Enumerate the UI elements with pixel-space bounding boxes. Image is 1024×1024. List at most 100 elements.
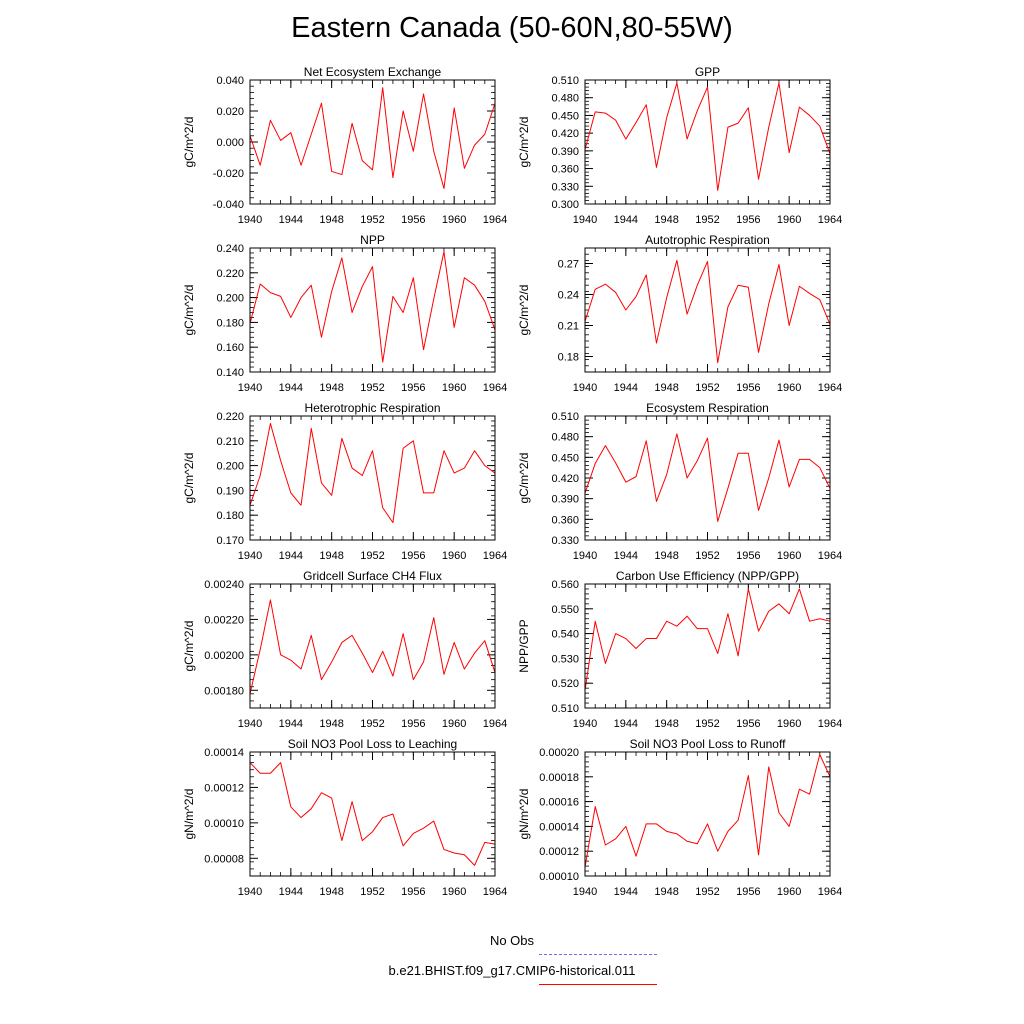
y-tick-label: 0.040 xyxy=(216,75,244,87)
y-tick-label: 0.00012 xyxy=(204,782,244,794)
series-line-0 xyxy=(584,82,831,191)
x-tick-label: 1964 xyxy=(483,382,507,394)
plot-frame xyxy=(584,415,831,541)
plot-frame xyxy=(249,751,496,877)
y-axis-label: gN/m^2/d xyxy=(517,789,531,840)
x-tick-label: 1960 xyxy=(777,886,801,898)
x-tick-label: 1948 xyxy=(319,382,343,394)
y-tick-label: 0.21 xyxy=(558,321,579,333)
x-tick-label: 1956 xyxy=(401,214,425,226)
x-tick-label: 1952 xyxy=(360,382,384,394)
x-tick-label: 1948 xyxy=(319,550,343,562)
y-tick-label: 0.550 xyxy=(551,604,579,616)
series-line-0 xyxy=(249,87,496,189)
x-tick-label: 1956 xyxy=(401,886,425,898)
x-tick-label: 1940 xyxy=(238,550,262,562)
x-tick-label: 1940 xyxy=(238,718,262,730)
x-tick-label: 1944 xyxy=(614,550,638,562)
series-line-0 xyxy=(249,251,496,363)
x-tick-label: 1956 xyxy=(401,550,425,562)
x-tick-label: 1956 xyxy=(736,214,760,226)
x-tick-label: 1944 xyxy=(614,718,638,730)
y-axis-label: NPP/GPP xyxy=(517,619,531,672)
x-tick-label: 1964 xyxy=(483,718,507,730)
panel-title: Soil NO3 Pool Loss to Leaching xyxy=(288,737,457,751)
y-tick-label: 0.330 xyxy=(551,181,579,193)
y-tick-label: 0.510 xyxy=(551,75,579,87)
plot-frame xyxy=(249,247,496,373)
x-tick-label: 1940 xyxy=(238,886,262,898)
x-tick-label: 1960 xyxy=(777,550,801,562)
y-tick-label: -0.020 xyxy=(213,168,244,180)
x-tick-label: 1952 xyxy=(695,886,719,898)
x-tick-label: 1944 xyxy=(614,886,638,898)
x-tick-label: 1964 xyxy=(818,550,842,562)
y-tick-label: 0.520 xyxy=(551,678,579,690)
legend-line-model xyxy=(539,984,657,985)
x-tick-label: 1952 xyxy=(360,550,384,562)
x-tick-label: 1940 xyxy=(238,382,262,394)
x-tick-label: 1956 xyxy=(736,382,760,394)
x-tick-label: 1944 xyxy=(614,382,638,394)
x-tick-label: 1956 xyxy=(401,382,425,394)
series-line-0 xyxy=(584,753,831,868)
x-tick-label: 1948 xyxy=(654,382,678,394)
x-tick-label: 1964 xyxy=(483,214,507,226)
x-tick-label: 1964 xyxy=(818,886,842,898)
x-tick-label: 1948 xyxy=(654,214,678,226)
x-tick-label: 1948 xyxy=(319,214,343,226)
x-tick-label: 1964 xyxy=(483,886,507,898)
panel-title: Autotrophic Respiration xyxy=(645,233,770,247)
y-tick-label: 0.00240 xyxy=(204,579,244,591)
y-tick-label: 0.390 xyxy=(551,494,579,506)
y-tick-label: 0.160 xyxy=(216,342,244,354)
x-tick-label: 1952 xyxy=(695,550,719,562)
x-tick-label: 1964 xyxy=(818,214,842,226)
y-tick-label: 0.00220 xyxy=(204,614,244,626)
y-axis-label: gC/m^2/d xyxy=(182,285,196,336)
x-tick-label: 1960 xyxy=(442,382,466,394)
y-tick-label: 0.00020 xyxy=(539,747,579,759)
y-tick-label: 0.00200 xyxy=(204,650,244,662)
y-tick-label: 0.420 xyxy=(551,473,579,485)
y-tick-label: 0.00012 xyxy=(539,846,579,858)
panel-title: Carbon Use Efficiency (NPP/GPP) xyxy=(616,569,799,583)
y-axis-label: gC/m^2/d xyxy=(517,453,531,504)
panel-0: Net Ecosystem Exchange gC/m^2/d 1940 1944 19… xyxy=(182,65,507,226)
y-tick-label: 0.360 xyxy=(551,164,579,176)
y-tick-label: 0.200 xyxy=(216,293,244,305)
x-tick-label: 1944 xyxy=(279,214,303,226)
y-tick-label: 0.480 xyxy=(551,432,579,444)
panel-7: Carbon Use Efficiency (NPP/GPP) NPP/GPP 19… xyxy=(517,569,842,730)
y-tick-label: 0.00010 xyxy=(204,818,244,830)
x-tick-label: 1956 xyxy=(401,718,425,730)
y-tick-label: 0.390 xyxy=(551,146,579,158)
x-tick-label: 1964 xyxy=(818,718,842,730)
y-tick-label: 0.18 xyxy=(558,352,579,364)
y-tick-label: 0.00016 xyxy=(539,797,579,809)
x-tick-label: 1960 xyxy=(777,718,801,730)
y-axis-label: gC/m^2/d xyxy=(182,453,196,504)
plot-frame xyxy=(584,247,831,373)
series-line-0 xyxy=(249,762,496,866)
x-tick-label: 1940 xyxy=(573,550,597,562)
y-tick-label: 0.330 xyxy=(551,535,579,547)
y-tick-label: 0.220 xyxy=(216,268,244,280)
x-tick-label: 1956 xyxy=(736,886,760,898)
plot-frame xyxy=(249,415,496,541)
y-tick-label: 0.530 xyxy=(551,653,579,665)
plot-frame xyxy=(249,583,496,709)
x-tick-label: 1948 xyxy=(319,886,343,898)
panel-title: NPP xyxy=(360,233,385,247)
panel-2: NPP gC/m^2/d 1940 1944 1948 1952 1956 1960 1964 0… xyxy=(182,233,507,394)
y-tick-label: 0.00018 xyxy=(539,772,579,784)
x-tick-label: 1964 xyxy=(483,550,507,562)
panel-title: Soil NO3 Pool Loss to Runoff xyxy=(630,737,787,751)
y-tick-label: 0.300 xyxy=(551,199,579,211)
x-tick-label: 1948 xyxy=(654,886,678,898)
y-axis-label: gC/m^2/d xyxy=(517,285,531,336)
y-tick-label: 0.420 xyxy=(551,128,579,140)
panel-5: Ecosystem Respiration gC/m^2/d 1940 1944 194… xyxy=(517,401,842,562)
y-tick-label: 0.00180 xyxy=(204,685,244,697)
